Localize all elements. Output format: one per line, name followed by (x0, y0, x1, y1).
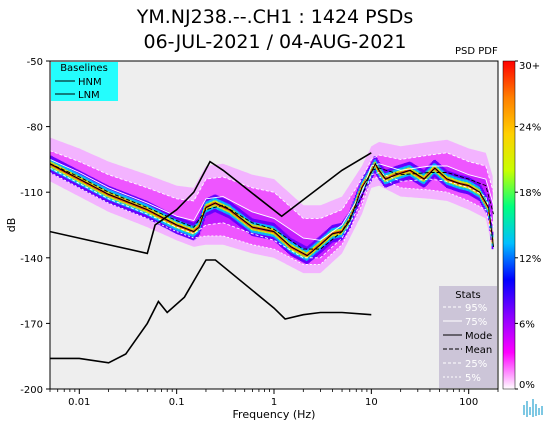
x-tick-label: 10 (365, 397, 378, 408)
stats-legend: Stats 95% 75% Mode Mean 25% 5% (439, 286, 497, 388)
y-axis-label: dB (5, 218, 18, 233)
baselines-legend: Baselines HNM LNM (51, 62, 118, 101)
x-tick-label: 100 (459, 397, 478, 408)
stats-legend-mean: Mean (465, 345, 492, 356)
stats-legend-25: 25% (465, 359, 487, 370)
percentile-5-line (50, 172, 494, 265)
percentile-95-line (50, 150, 494, 219)
chart-title-line1: YM.NJ238.--.CH1 : 1424 PSDs (136, 6, 414, 28)
lnm-baseline-line (50, 259, 372, 364)
baselines-legend-lnm: LNM (78, 90, 100, 101)
colorbar-gradient (502, 60, 516, 390)
mode-line (50, 162, 494, 257)
colorbar-tick-label: 24% (519, 123, 541, 134)
chart-title-line2: 06-JUL-2021 / 04-AUG-2021 (143, 31, 407, 53)
colorbar-tick-label: 12% (519, 254, 541, 265)
stats-legend-95: 95% (465, 303, 487, 314)
axes: -50 -80 -110 -140 -170 -200 0.01 0.1 1 10 100 Frequ… (5, 57, 499, 421)
y-tick-label: -170 (20, 319, 43, 330)
mean-line (50, 163, 494, 250)
x-tick-label: 1 (271, 397, 277, 408)
baseline-curves (50, 152, 372, 364)
colorbar-tick-label: 6% (519, 319, 535, 330)
percentile-75-line (50, 158, 494, 241)
stats-legend-5: 5% (465, 373, 481, 384)
percentile-25-line (50, 167, 494, 259)
x-tick-label: 0.1 (169, 397, 185, 408)
stats-legend-title: Stats (455, 290, 481, 301)
stats-legend-75: 75% (465, 317, 487, 328)
colorbar-tick-label: 18% (519, 188, 541, 199)
stats-legend-mode: Mode (465, 331, 492, 342)
y-tick-label: -140 (20, 254, 43, 265)
x-axis-label: Frequency (Hz) (233, 408, 316, 421)
baselines-legend-hnm: HNM (78, 77, 102, 88)
colorbar-tick-label: 30+ (519, 61, 540, 72)
statistics-curves (50, 150, 494, 265)
waveform-logo-icon (523, 399, 543, 417)
colorbar-title: PSD PDF (455, 46, 498, 57)
hnm-baseline-line (50, 152, 372, 255)
y-tick-label: -80 (27, 123, 43, 134)
y-tick-label: -110 (20, 188, 43, 199)
colorbar-tick-label: 0% (519, 380, 535, 391)
y-tick-label: -50 (27, 57, 43, 68)
x-tick-label: 0.01 (68, 397, 90, 408)
y-tick-label: -200 (20, 385, 43, 396)
baselines-legend-title: Baselines (60, 63, 108, 74)
colorbar: 0% 6% 12% 18% 24% 30+ (502, 60, 541, 391)
